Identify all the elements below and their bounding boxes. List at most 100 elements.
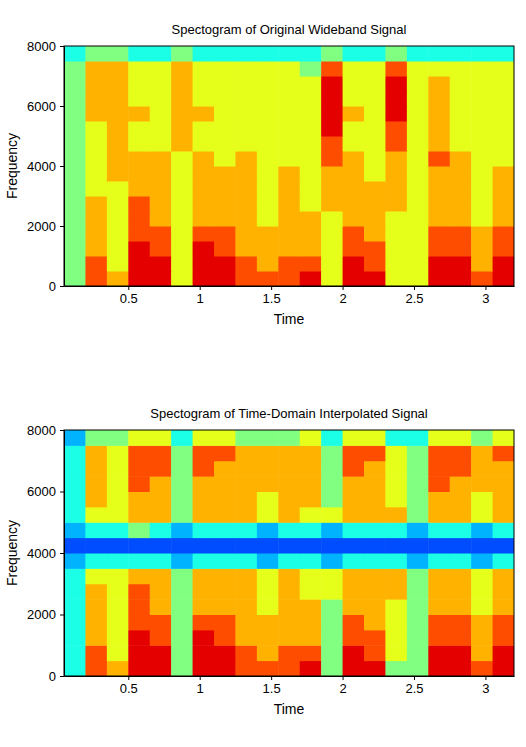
cell — [471, 476, 493, 492]
cell — [193, 256, 215, 272]
cell — [85, 461, 107, 477]
cell — [471, 61, 493, 77]
cell — [471, 256, 493, 272]
cell — [278, 492, 300, 508]
cell — [407, 445, 429, 461]
cell — [85, 615, 107, 631]
y-tick-mark — [60, 166, 64, 167]
cell — [321, 584, 343, 600]
plot-frame — [64, 46, 514, 286]
cell — [214, 553, 236, 569]
cell — [235, 196, 257, 212]
cell — [128, 461, 150, 477]
cell — [407, 538, 429, 554]
cell — [128, 196, 150, 212]
cell — [300, 476, 322, 492]
y-tick-label: 2000 — [27, 607, 56, 622]
cell — [150, 584, 172, 600]
y-tick-label: 6000 — [27, 99, 56, 114]
cell — [257, 256, 279, 272]
x-tick: 1 — [197, 676, 204, 696]
cell — [364, 430, 386, 446]
y-axis-line — [64, 431, 65, 677]
cell — [193, 445, 215, 461]
cell — [364, 166, 386, 182]
cell — [471, 106, 493, 122]
cell — [471, 196, 493, 212]
cell — [85, 507, 107, 523]
cell — [278, 507, 300, 523]
cell — [385, 181, 407, 197]
cell — [493, 568, 514, 584]
cell — [471, 522, 493, 538]
cell — [171, 553, 193, 569]
cell — [64, 615, 86, 631]
cell — [171, 445, 193, 461]
cell — [493, 445, 514, 461]
cell — [64, 522, 86, 538]
cell — [407, 615, 429, 631]
cell — [471, 241, 493, 257]
y-tick-label: 4000 — [27, 159, 56, 174]
cell — [150, 136, 172, 152]
y-tick-label: 2000 — [27, 219, 56, 234]
cell — [407, 61, 429, 77]
canvas: 0.511.522.5302000400060008000Spectogram … — [0, 0, 526, 747]
cell — [193, 645, 215, 661]
cell — [150, 166, 172, 182]
cell — [214, 241, 236, 257]
cell — [193, 106, 215, 122]
cell — [214, 106, 236, 122]
cell — [471, 211, 493, 227]
cell — [450, 61, 472, 77]
cell — [64, 507, 86, 523]
cell — [128, 430, 150, 446]
cell — [214, 522, 236, 538]
cell — [235, 61, 257, 77]
cell — [257, 211, 279, 227]
x-tick-label: 0.5 — [120, 681, 138, 696]
cell — [300, 584, 322, 600]
cell — [321, 553, 343, 569]
cell — [257, 584, 279, 600]
cell — [278, 241, 300, 257]
cell — [343, 226, 365, 242]
cell — [321, 106, 343, 122]
cell — [64, 445, 86, 461]
cell — [300, 241, 322, 257]
cell — [278, 461, 300, 477]
cell — [321, 196, 343, 212]
cell — [235, 476, 257, 492]
cell — [64, 256, 86, 272]
cell — [450, 181, 472, 197]
cell — [235, 211, 257, 227]
cell — [257, 196, 279, 212]
cell — [385, 430, 407, 446]
cell — [407, 476, 429, 492]
cell — [64, 136, 86, 152]
y-tick: 0 — [49, 669, 64, 684]
cell — [321, 507, 343, 523]
cell — [257, 271, 279, 286]
cell — [171, 211, 193, 227]
x-tick-mark — [200, 676, 201, 680]
cell — [214, 181, 236, 197]
x-tick-mark — [271, 676, 272, 680]
cell — [300, 553, 322, 569]
cell — [321, 661, 343, 676]
cell — [214, 46, 236, 62]
cell — [364, 615, 386, 631]
cell — [171, 492, 193, 508]
cell — [278, 61, 300, 77]
cell — [107, 553, 129, 569]
cell — [407, 46, 429, 62]
cell — [450, 76, 472, 92]
cell — [214, 645, 236, 661]
cell — [235, 166, 257, 182]
cell — [450, 461, 472, 477]
cell — [321, 568, 343, 584]
x-tick-mark — [271, 286, 272, 290]
cell — [107, 645, 129, 661]
cell — [64, 271, 86, 286]
cell — [193, 226, 215, 242]
